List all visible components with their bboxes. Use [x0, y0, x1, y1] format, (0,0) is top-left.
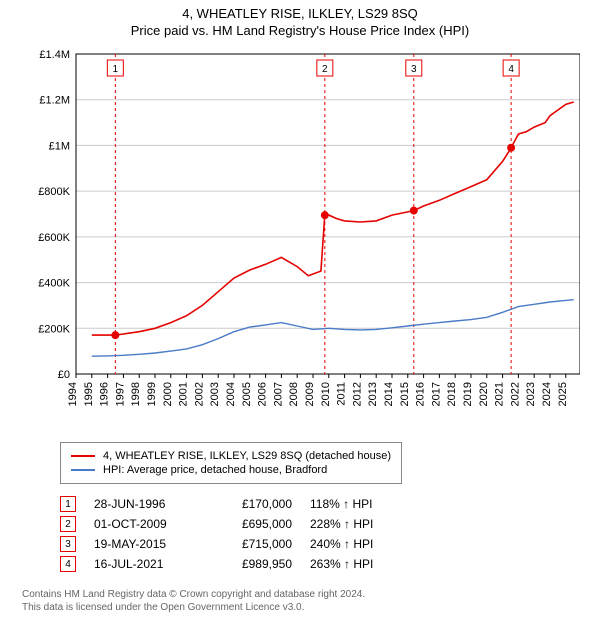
svg-text:2015: 2015: [399, 382, 411, 406]
svg-text:2002: 2002: [193, 382, 205, 406]
svg-text:£200K: £200K: [38, 323, 70, 335]
sale-price: £170,000: [212, 497, 292, 511]
svg-text:2014: 2014: [383, 382, 395, 406]
svg-text:1994: 1994: [67, 382, 79, 406]
svg-text:2012: 2012: [351, 382, 363, 406]
chart-area: £0£200K£400K£600K£800K£1M£1.2M£1.4M19941…: [20, 44, 580, 384]
sale-marker-box: 2: [60, 516, 76, 532]
svg-text:2: 2: [322, 64, 328, 75]
svg-text:2022: 2022: [509, 382, 521, 406]
svg-text:2020: 2020: [478, 382, 490, 406]
sale-pct: 228% ↑ HPI: [310, 517, 410, 531]
legend-item: 4, WHEATLEY RISE, ILKLEY, LS29 8SQ (deta…: [71, 449, 391, 463]
svg-text:2004: 2004: [225, 382, 237, 406]
svg-text:2024: 2024: [541, 382, 553, 406]
sale-price: £695,000: [212, 517, 292, 531]
svg-text:2016: 2016: [415, 382, 427, 406]
svg-text:£1.4M: £1.4M: [39, 49, 70, 61]
sale-pct: 118% ↑ HPI: [310, 497, 410, 511]
sale-date: 16-JUL-2021: [94, 557, 194, 571]
legend-swatch: [71, 469, 95, 471]
svg-text:2018: 2018: [446, 382, 458, 406]
sale-pct: 240% ↑ HPI: [310, 537, 410, 551]
legend-item: HPI: Average price, detached house, Brad…: [71, 463, 391, 477]
svg-text:£1.2M: £1.2M: [39, 95, 70, 107]
svg-text:2021: 2021: [494, 382, 506, 406]
svg-text:2007: 2007: [272, 382, 284, 406]
legend-swatch: [71, 455, 95, 457]
table-row: 3 19-MAY-2015 £715,000 240% ↑ HPI: [60, 534, 410, 554]
sale-date: 28-JUN-1996: [94, 497, 194, 511]
svg-text:2011: 2011: [336, 382, 348, 406]
table-row: 4 16-JUL-2021 £989,950 263% ↑ HPI: [60, 554, 410, 574]
svg-text:2006: 2006: [257, 382, 269, 406]
page-subtitle: Price paid vs. HM Land Registry's House …: [0, 21, 600, 44]
svg-text:2000: 2000: [162, 382, 174, 406]
sales-table: 1 28-JUN-1996 £170,000 118% ↑ HPI 2 01-OCT-20…: [60, 494, 410, 574]
svg-text:1997: 1997: [114, 382, 126, 406]
sale-marker-box: 3: [60, 536, 76, 552]
sale-marker-box: 1: [60, 496, 76, 512]
svg-text:1998: 1998: [130, 382, 142, 406]
legend: 4, WHEATLEY RISE, ILKLEY, LS29 8SQ (deta…: [60, 442, 402, 484]
svg-text:2019: 2019: [462, 382, 474, 406]
svg-text:2003: 2003: [209, 382, 221, 406]
svg-text:2025: 2025: [557, 382, 569, 406]
svg-text:£800K: £800K: [38, 186, 70, 198]
svg-text:1995: 1995: [83, 382, 95, 406]
svg-text:2001: 2001: [178, 382, 190, 406]
sale-pct: 263% ↑ HPI: [310, 557, 410, 571]
svg-text:2023: 2023: [525, 382, 537, 406]
svg-text:£400K: £400K: [38, 278, 70, 290]
sale-marker-box: 4: [60, 556, 76, 572]
legend-label: HPI: Average price, detached house, Brad…: [103, 464, 327, 476]
svg-text:2010: 2010: [320, 382, 332, 406]
svg-text:2009: 2009: [304, 382, 316, 406]
table-row: 2 01-OCT-2009 £695,000 228% ↑ HPI: [60, 514, 410, 534]
svg-text:2017: 2017: [430, 382, 442, 406]
svg-text:1996: 1996: [99, 382, 111, 406]
footer-line-1: Contains HM Land Registry data © Crown c…: [22, 588, 365, 601]
sale-date: 01-OCT-2009: [94, 517, 194, 531]
svg-text:2005: 2005: [241, 382, 253, 406]
price-chart: £0 £200K £400K £600K £800K £1M £1.2M £1.4M 1994 1…: [20, 44, 580, 434]
svg-text:2008: 2008: [288, 382, 300, 406]
sale-price: £715,000: [212, 537, 292, 551]
table-row: 1 28-JUN-1996 £170,000 118% ↑ HPI: [60, 494, 410, 514]
svg-text:4: 4: [508, 64, 514, 75]
legend-label: 4, WHEATLEY RISE, ILKLEY, LS29 8SQ (deta…: [103, 450, 391, 462]
svg-text:£1M: £1M: [49, 140, 70, 152]
svg-text:3: 3: [411, 64, 417, 75]
svg-text:1999: 1999: [146, 382, 158, 406]
svg-text:2013: 2013: [367, 382, 379, 406]
page-title: 4, WHEATLEY RISE, ILKLEY, LS29 8SQ: [0, 0, 600, 21]
footer-line-2: This data is licensed under the Open Gov…: [22, 601, 365, 614]
sale-date: 19-MAY-2015: [94, 537, 194, 551]
footer-text: Contains HM Land Registry data © Crown c…: [22, 588, 365, 614]
svg-text:£600K: £600K: [38, 232, 70, 244]
svg-text:£0: £0: [58, 369, 70, 381]
sale-price: £989,950: [212, 557, 292, 571]
svg-text:1: 1: [113, 64, 119, 75]
